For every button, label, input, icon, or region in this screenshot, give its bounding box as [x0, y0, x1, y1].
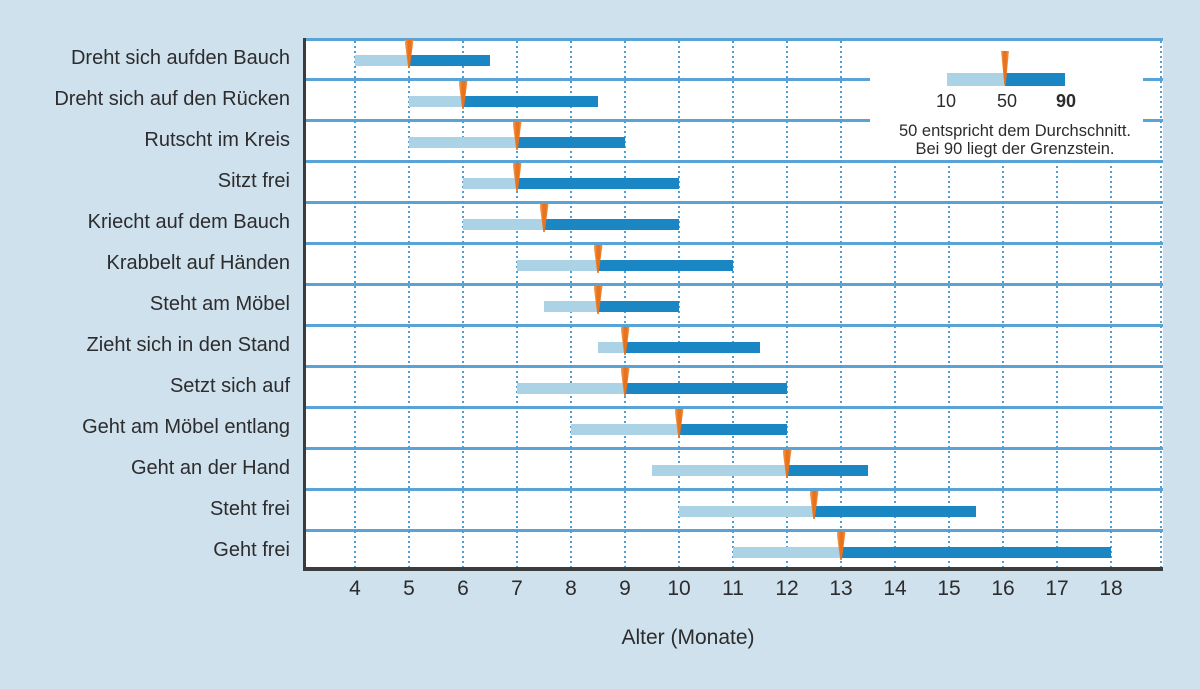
legend-bar-dark [1005, 73, 1065, 86]
category-label: Sitzt frei [217, 170, 290, 192]
median-marker-icon [620, 327, 630, 355]
bar-percentile-10-50 [517, 260, 598, 271]
median-marker-icon [674, 409, 684, 437]
median-marker-icon [512, 163, 522, 191]
gridline [1160, 41, 1162, 567]
bar-percentile-50-90 [625, 383, 787, 394]
legend-tick-90: 90 [1055, 91, 1077, 111]
legend: 10 50 90 50 entspricht dem Durchschnitt.… [870, 41, 1143, 159]
legend-caption-line2: Bei 90 liegt der Grenzstein. [915, 140, 1115, 158]
category-label: Steht frei [209, 498, 290, 520]
median-marker-icon [458, 81, 468, 109]
bar-percentile-50-90 [625, 342, 760, 353]
bar-percentile-10-50 [679, 506, 814, 517]
x-tick-label: 8 [565, 577, 577, 600]
legend-bar-light [947, 73, 1005, 86]
gridline [462, 41, 464, 567]
bar-percentile-10-50 [463, 178, 517, 189]
gridline [1002, 41, 1004, 567]
bar-percentile-10-50 [571, 424, 679, 435]
gridline [948, 41, 950, 567]
category-label: Steht am Möbel [149, 293, 290, 315]
legend-tick-10: 10 [935, 91, 957, 111]
bar-percentile-50-90 [517, 137, 625, 148]
bar-percentile-50-90 [544, 219, 679, 230]
x-tick-label: 18 [1099, 577, 1123, 600]
bar-percentile-10-50 [463, 219, 544, 230]
bar-percentile-50-90 [814, 506, 976, 517]
x-tick-label: 9 [619, 577, 631, 600]
category-label: Dreht sich auf den Rücken [54, 88, 290, 110]
median-marker-icon [620, 368, 630, 396]
gridline [894, 41, 896, 567]
x-axis-line [303, 567, 1163, 571]
x-tick-label: 17 [1045, 577, 1069, 600]
median-marker-icon [836, 532, 846, 560]
bar-percentile-10-50 [355, 55, 409, 66]
x-tick-label: 16 [991, 577, 1015, 600]
bar-percentile-50-90 [841, 547, 1111, 558]
x-tick-label: 13 [829, 577, 853, 600]
bar-percentile-10-50 [517, 383, 625, 394]
bar-percentile-50-90 [679, 424, 787, 435]
median-marker-icon [809, 491, 819, 519]
gridline [732, 41, 734, 567]
median-marker-icon [404, 40, 414, 68]
bar-percentile-10-50 [409, 137, 517, 148]
x-tick-label: 5 [403, 577, 415, 600]
x-tick-label: 6 [457, 577, 469, 600]
category-label: Setzt sich auf [169, 375, 290, 397]
x-tick-label: 7 [511, 577, 523, 600]
median-marker-icon [782, 450, 792, 478]
legend-tick-50: 50 [996, 91, 1018, 111]
bar-percentile-10-50 [409, 96, 463, 107]
bar-percentile-10-50 [733, 547, 841, 558]
gridline [1056, 41, 1058, 567]
gridline [678, 41, 680, 567]
category-label: Krabbelt auf Händen [106, 252, 290, 274]
category-label: Dreht sich aufden Bauch [70, 47, 290, 69]
gridline [840, 41, 842, 567]
bar-percentile-50-90 [517, 178, 679, 189]
x-tick-label: 11 [722, 577, 744, 600]
category-label: Geht frei [213, 539, 290, 561]
median-marker-icon [512, 122, 522, 150]
median-marker-icon [593, 245, 603, 273]
category-label: Geht am Möbel entlang [82, 416, 290, 438]
category-label: Zieht sich in den Stand [86, 334, 290, 356]
x-tick-label: 15 [937, 577, 961, 600]
bar-percentile-50-90 [598, 301, 679, 312]
bar-percentile-50-90 [409, 55, 490, 66]
gridline [408, 41, 410, 567]
median-marker-icon [539, 204, 549, 232]
x-tick-label: 12 [775, 577, 799, 600]
legend-caption-line1: 50 entspricht dem Durchschnitt. [898, 122, 1132, 140]
median-marker-icon [593, 286, 603, 314]
gridline [1110, 41, 1112, 567]
bar-percentile-50-90 [598, 260, 733, 271]
bar-percentile-10-50 [544, 301, 598, 312]
plot-top-border [303, 38, 1163, 41]
bar-percentile-50-90 [787, 465, 868, 476]
bar-percentile-50-90 [463, 96, 598, 107]
bar-percentile-10-50 [652, 465, 787, 476]
category-label: Geht an der Hand [131, 457, 290, 479]
category-label: Kriecht auf dem Bauch [87, 211, 290, 233]
gridline [354, 41, 356, 567]
x-tick-label: 14 [883, 577, 907, 600]
legend-caption: 50 entspricht dem Durchschnitt. Bei 90 l… [899, 122, 1131, 158]
gridline [786, 41, 788, 567]
x-tick-label: 10 [667, 577, 691, 600]
y-axis-line [303, 38, 306, 571]
x-axis-title: Alter (Monate) [621, 626, 755, 649]
x-tick-label: 4 [349, 577, 361, 600]
legend-median-marker-icon [1001, 51, 1009, 85]
category-label: Rutscht im Kreis [144, 129, 290, 151]
bar-percentile-10-50 [598, 342, 625, 353]
gridline [516, 41, 518, 567]
